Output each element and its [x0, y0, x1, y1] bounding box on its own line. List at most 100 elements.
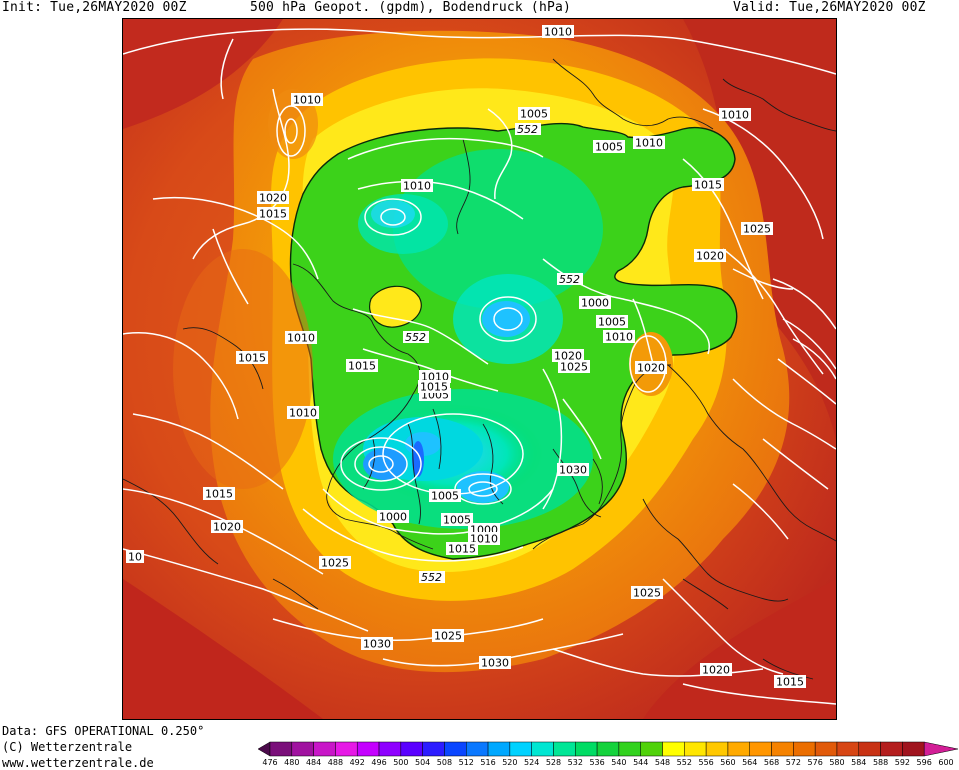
colorbar-cell: [422, 741, 445, 757]
isobar-label: 1020: [552, 349, 584, 363]
svg-text:1010: 1010: [287, 332, 315, 345]
colorbar-cell: [749, 741, 772, 757]
colorbar-tick-label: 552: [676, 758, 692, 767]
isobar-label: 1025: [558, 360, 590, 374]
svg-text:1025: 1025: [560, 361, 588, 374]
colorbar-cell: [531, 741, 554, 757]
colorbar-cell: [596, 741, 620, 757]
valid-time: Valid: Tue,26MAY2020 00Z: [733, 0, 926, 15]
colorbar-arrow-left: [258, 741, 271, 757]
isobar-label: 1025: [319, 556, 351, 570]
isobar-label: 1010: [719, 108, 751, 122]
colorbar-tick-label: 544: [633, 758, 649, 767]
svg-text:1015: 1015: [259, 208, 287, 221]
geopotential-label: 552: [515, 123, 541, 136]
colorbar-tick-label: 540: [611, 758, 627, 767]
isobar-label: 1025: [741, 222, 773, 236]
colorbar-tick-label: 548: [654, 758, 671, 767]
svg-text:1020: 1020: [637, 362, 665, 375]
isobar-label: 1000: [579, 296, 611, 310]
colorbar-cell: [356, 741, 380, 757]
svg-text:1020: 1020: [213, 521, 241, 534]
colorbar-cell: [313, 741, 336, 757]
isobar-label: 1015: [257, 207, 289, 221]
colorbar-cell: [858, 741, 881, 757]
colorbar-tick-label: 572: [785, 758, 801, 767]
svg-text:1020: 1020: [259, 192, 287, 205]
isobar-label: 1005: [596, 315, 628, 329]
isobar-label: 1030: [479, 656, 511, 670]
svg-text:1010: 1010: [293, 94, 321, 107]
svg-text:1030: 1030: [363, 638, 391, 651]
colorbar-tick-label: 520: [502, 758, 518, 767]
geopotential-labels: 552 552 552 552: [403, 123, 583, 584]
svg-text:552: 552: [517, 123, 538, 136]
colorbar: 476 480 484 488 492 496 500 504 508 512 516 520 524 5…: [258, 740, 958, 770]
colorbar-tick-label: 596: [916, 758, 932, 767]
coastlines: [123, 58, 836, 680]
svg-text:1005: 1005: [443, 514, 471, 527]
isobar-label: 1010: [603, 330, 635, 344]
isobar-label: 1000: [377, 510, 409, 524]
svg-text:1000: 1000: [581, 297, 609, 310]
isobar-label: 1030: [557, 463, 589, 477]
colorbar-arrow-right: [923, 741, 958, 757]
colorbar-tick-label: 592: [894, 758, 911, 767]
isobar-label: 1010: [542, 25, 574, 39]
colorbar-tick-label: 580: [829, 758, 845, 767]
colorbar-cell: [291, 741, 314, 757]
weather-map: 1010 1010 1005 1005 1010 1010 1015 1020 1015 1025…: [122, 18, 837, 720]
colorbar-tick-label: 508: [436, 758, 453, 767]
isobar-label: 1020: [635, 361, 667, 375]
colorbar-tick-label: 556: [698, 758, 714, 767]
colorbar-tick-label: 536: [589, 758, 605, 767]
colorbar-cell: [575, 741, 598, 757]
svg-text:1025: 1025: [434, 630, 462, 643]
svg-text:552: 552: [405, 331, 426, 344]
isobar-label: 1010: [285, 331, 317, 345]
colorbar-cell: [684, 741, 707, 757]
isobar-label: 1025: [432, 629, 464, 643]
colorbar-tick-label: 484: [305, 758, 322, 767]
colorbar-cell: [466, 741, 489, 757]
geopotential-fill: [123, 19, 836, 719]
isobar-label: 1010: [401, 179, 433, 193]
svg-text:10: 10: [128, 551, 142, 564]
svg-text:1015: 1015: [776, 676, 804, 689]
svg-text:1010: 1010: [721, 109, 749, 122]
isobar-label: 1005: [518, 107, 550, 121]
colorbar-tick-label: 600: [938, 758, 954, 767]
isobar-label: 1005: [593, 140, 625, 154]
copyright: (C) Wetterzentrale: [2, 740, 133, 754]
map-title: 500 hPa Geopot. (gpdm), Bodendruck (hPa): [250, 0, 572, 15]
svg-text:1030: 1030: [559, 464, 587, 477]
colorbar-tick-label: 480: [284, 758, 300, 767]
svg-text:1000: 1000: [379, 511, 407, 524]
colorbar-cell: [705, 741, 729, 757]
svg-text:1005: 1005: [520, 108, 548, 121]
isobar-label: 1010: [287, 406, 319, 420]
colorbar-cell: [509, 741, 532, 757]
svg-text:1015: 1015: [448, 543, 476, 556]
isobar-label: 1015: [203, 487, 235, 501]
colorbar-cell: [793, 741, 816, 757]
svg-text:1015: 1015: [238, 352, 266, 365]
isobar-label: 1010: [633, 136, 665, 150]
colorbar-cell: [378, 741, 402, 757]
colorbar-tick-label: 488: [327, 758, 344, 767]
svg-text:1010: 1010: [605, 331, 633, 344]
colorbar-cell: [662, 741, 685, 757]
svg-text:1025: 1025: [743, 223, 771, 236]
colorbar-cell: [727, 741, 750, 757]
svg-text:1020: 1020: [696, 250, 724, 263]
isobar-label: 1030: [361, 637, 393, 651]
colorbar-tick-label: 568: [763, 758, 780, 767]
colorbar-cell: [400, 741, 423, 757]
colorbar-cell: [618, 741, 641, 757]
colorbar-tick-label: 492: [349, 758, 365, 767]
colorbar-cell: [335, 741, 358, 757]
svg-text:1030: 1030: [481, 657, 509, 670]
colorbar-tick-label: 560: [720, 758, 736, 767]
website-link[interactable]: www.wetterzentrale.de: [2, 756, 154, 770]
isobar-label: 10: [126, 550, 144, 564]
